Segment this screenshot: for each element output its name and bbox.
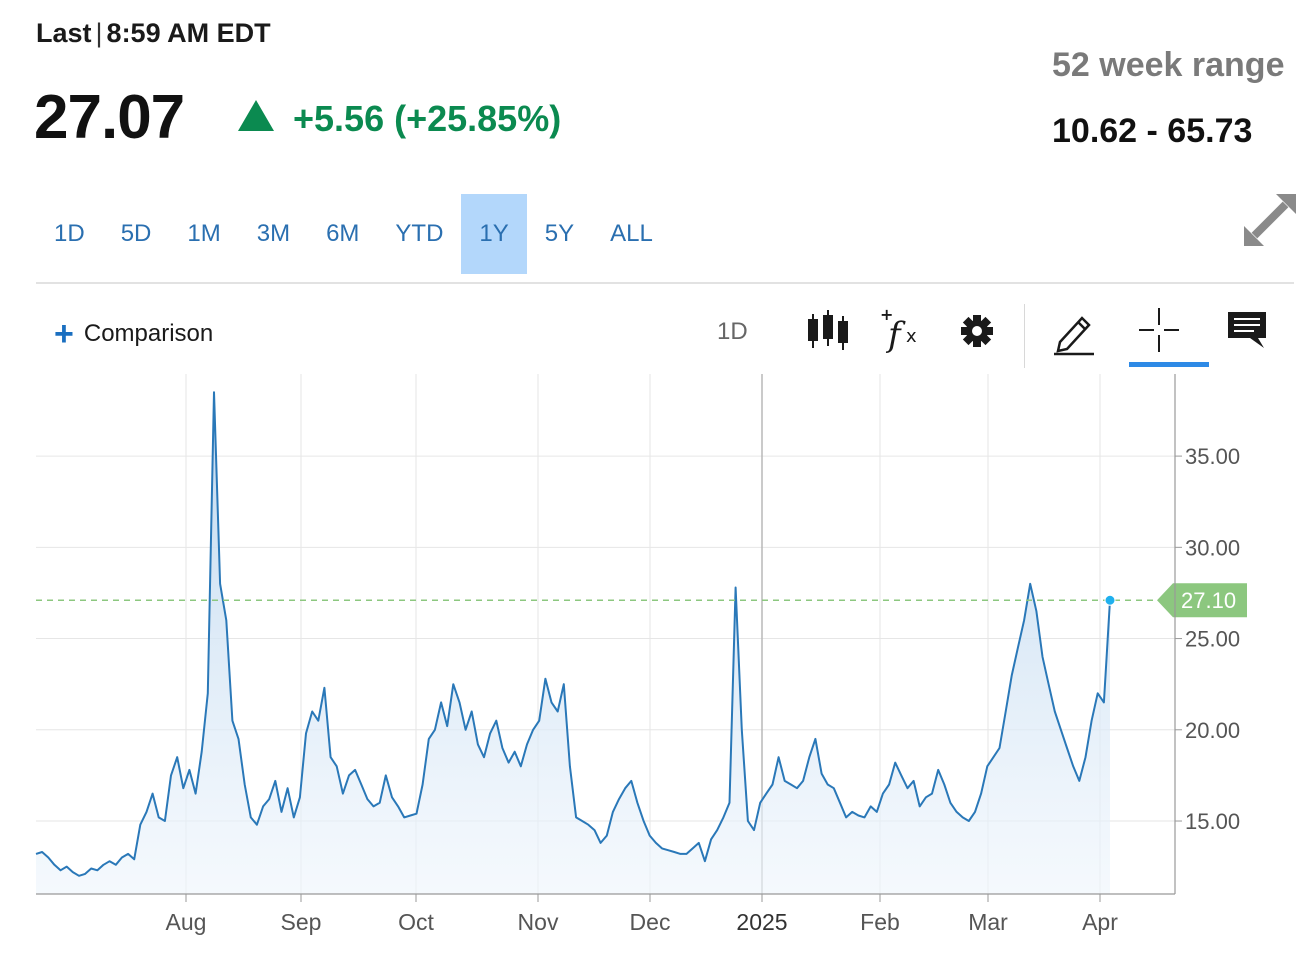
price-chart[interactable]: 27.10 15.00 20.00 25.00 30.00 35.00 Aug Sep Oc… — [0, 368, 1312, 964]
gear-icon[interactable] — [955, 306, 999, 356]
active-tool-indicator — [1129, 362, 1209, 367]
tab-1m[interactable]: 1M — [187, 220, 221, 247]
expand-icon[interactable] — [1244, 194, 1296, 246]
y-tick-label: 35.00 — [1185, 444, 1240, 469]
tab-5y[interactable]: 5Y — [544, 220, 575, 247]
tab-6m[interactable]: 6M — [326, 220, 360, 247]
candlestick-icon[interactable] — [806, 306, 850, 356]
x-tick-label: Sep — [281, 909, 322, 935]
last-label: Last — [36, 18, 92, 48]
x-tick-label: Feb — [860, 909, 900, 935]
last-time: 8:59 AM EDT — [106, 18, 271, 48]
tab-all[interactable]: ALL — [610, 220, 653, 247]
y-tick-label: 20.00 — [1185, 718, 1240, 743]
pencil-icon[interactable] — [1052, 306, 1096, 356]
last-price-dot — [1104, 594, 1116, 606]
indicator-fx-icon[interactable]: + f x — [880, 306, 924, 356]
x-tick-label: Mar — [968, 909, 1008, 935]
tab-ytd[interactable]: YTD — [395, 220, 444, 247]
separator: | — [95, 18, 103, 48]
interval-selector[interactable]: 1D — [717, 318, 748, 345]
toolbar-separator — [1024, 304, 1025, 368]
comment-icon[interactable] — [1226, 306, 1270, 356]
y-tick-label: 15.00 — [1185, 809, 1240, 834]
crosshair-icon[interactable] — [1137, 306, 1181, 356]
x-tick-label: Aug — [166, 909, 207, 935]
comparison-button[interactable]: + Comparison — [54, 315, 214, 353]
last-price-tag: 27.10 — [1157, 583, 1247, 618]
x-tick-label: Nov — [518, 909, 559, 935]
x-tick-label: 2025 — [736, 909, 787, 935]
x-axis: Aug Sep Oct Nov Dec 2025 Feb Mar Apr — [36, 893, 1175, 935]
range-value: 10.62 - 65.73 — [1052, 112, 1253, 150]
tab-1y[interactable]: 1Y — [461, 194, 527, 274]
timeframe-tabs: 1D 5D 1M 3M 6M YTD 1Y 5Y ALL — [36, 194, 671, 274]
comparison-label: Comparison — [83, 320, 214, 347]
x-tick-label: Oct — [398, 909, 434, 935]
tab-1d[interactable]: 1D — [54, 220, 85, 247]
last-update: Last | 8:59 AM EDT — [36, 18, 271, 49]
x-tick-label: Dec — [630, 909, 671, 935]
last-price-label: 27.10 — [1181, 588, 1236, 613]
price-line — [35, 391, 1111, 877]
price-change: +5.56 (+25.85%) — [293, 98, 562, 139]
last-price: 27.07 — [34, 83, 185, 152]
y-axis: 15.00 20.00 25.00 30.00 35.00 — [1174, 374, 1240, 894]
tab-5d[interactable]: 5D — [120, 220, 152, 247]
svg-text:x: x — [906, 326, 917, 347]
svg-text:f: f — [885, 315, 906, 355]
up-arrow-icon — [238, 100, 274, 131]
price-area — [36, 392, 1110, 894]
svg-text:+: + — [880, 306, 893, 324]
y-tick-label: 30.00 — [1185, 535, 1240, 560]
range-label: 52 week range — [1052, 46, 1285, 84]
divider — [36, 282, 1294, 284]
y-tick-label: 25.00 — [1185, 627, 1240, 652]
tab-3m[interactable]: 3M — [256, 220, 291, 247]
plus-icon: + — [54, 315, 74, 353]
x-tick-label: Apr — [1082, 909, 1118, 935]
